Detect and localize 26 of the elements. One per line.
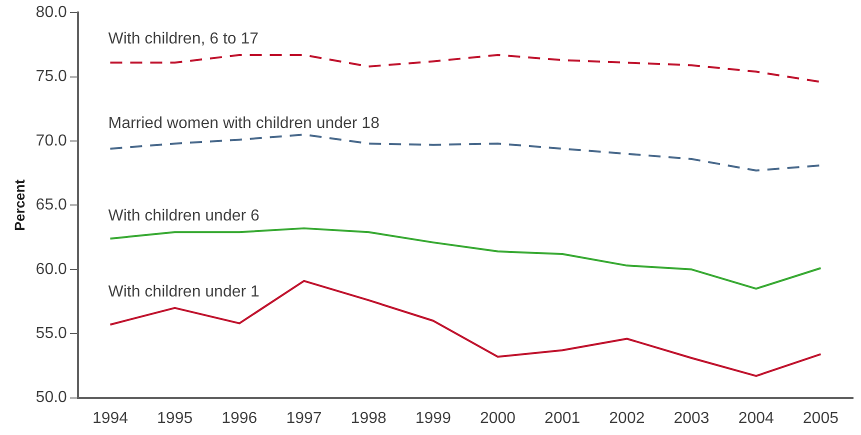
y-tick-label: 75.0 (36, 68, 68, 86)
x-tick-label: 1998 (350, 410, 386, 427)
y-tick-label: 60.0 (36, 260, 68, 278)
x-tick-label: 2002 (609, 410, 645, 427)
series-label: With children, 6 to 17 (108, 30, 259, 48)
x-tick-label: 2001 (544, 410, 580, 427)
series-label: With children under 1 (108, 283, 260, 300)
y-tick-label: 65.0 (36, 196, 68, 214)
x-tick-label: 1997 (286, 410, 322, 427)
line-series (109, 134, 822, 172)
x-tick-label: 2000 (480, 410, 516, 427)
y-axis-title: Percent (11, 179, 28, 231)
x-tick-label: 2004 (738, 410, 774, 427)
y-tick-label: 80.0 (36, 4, 68, 22)
y-tick-label: 50.0 (36, 389, 68, 406)
x-tick-label: 2003 (674, 410, 710, 427)
line-series (109, 54, 822, 83)
y-tick-label: 70.0 (36, 132, 68, 150)
series-label: Married women with children under 18 (108, 115, 380, 132)
series-label: With children under 6 (108, 208, 260, 225)
x-tick-label: 2005 (802, 410, 839, 427)
y-tick-label: 55.0 (36, 325, 68, 342)
x-tick-label: 1995 (157, 410, 193, 427)
x-tick-label: 1999 (415, 410, 452, 427)
x-tick-label: 1994 (92, 410, 128, 427)
x-tick-label: 1996 (222, 410, 258, 427)
